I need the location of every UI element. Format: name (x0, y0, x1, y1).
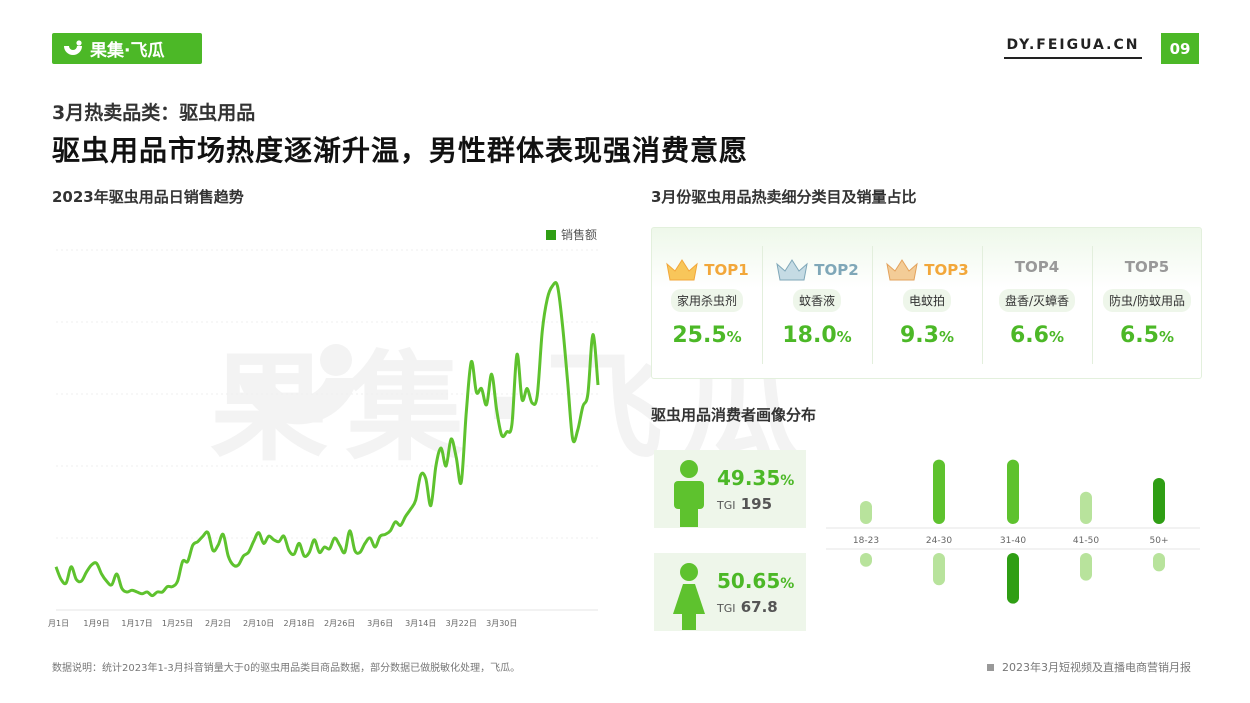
top-percent: 18.0% (782, 323, 852, 348)
footer-note: 数据说明：统计2023年1-3月抖音销量大于0的驱虫用品类目商品数据，部分数据已… (52, 663, 521, 674)
top-rank: TOP2 (762, 258, 872, 282)
watermark-logo-icon (218, 318, 378, 482)
footer-square-icon (987, 664, 994, 671)
female-tgi: TGI 67.8 (717, 598, 778, 616)
top-rank: TOP3 (872, 258, 982, 282)
x-tick-label: 1月9日 (83, 619, 109, 628)
top-percent: 9.3% (899, 323, 954, 348)
bar-male-31-40 (1007, 459, 1019, 524)
top-percent: 6.6% (1009, 323, 1064, 348)
x-tick-label: 2月26日 (324, 619, 355, 628)
legend-swatch (546, 229, 556, 240)
brand-logo[interactable]: 果集·飞瓜 (52, 33, 202, 64)
x-tick-label: 2月18日 (283, 619, 314, 628)
x-tick-label: 1月17日 (121, 619, 152, 628)
female-percent: 50.65% (717, 569, 795, 593)
x-tick-label: 1月1日 (48, 619, 69, 628)
page-number: 09 (1161, 33, 1199, 64)
x-tick-label: 3月14日 (405, 619, 436, 628)
top-item-5: TOP5 防虫/防蚊用品 6.5% (1092, 228, 1202, 378)
page-kicker: 3月热卖品类：驱虫用品 (52, 102, 256, 124)
brand-logo-text: 果集·飞瓜 (90, 41, 165, 61)
crown-icon (886, 259, 919, 281)
age-category-label: 41-50 (1073, 536, 1099, 546)
top-percent: 6.5% (1119, 323, 1174, 348)
trend-chart-title: 2023年驱虫用品日销售趋势 (52, 188, 244, 206)
top-categories-panel: TOP1 家用杀虫剂 25.5% TOP2 蚊香液 18.0% TOP3 电蚊拍 9.3% TOP… (651, 227, 1202, 379)
consumer-profile-title: 驱虫用品消费者画像分布 (651, 406, 817, 424)
top-rank: TOP4 (1014, 258, 1060, 276)
top-rank: TOP1 (652, 258, 762, 282)
female-icon (673, 563, 705, 630)
footer-report: 2023年3月短视频及直播电商营销月报 (987, 659, 1191, 675)
crown-icon (666, 259, 699, 281)
top-category: 家用杀虫剂 (670, 289, 744, 312)
top-category: 盘香/灭蟑香 (998, 289, 1076, 312)
x-tick-label: 2月10日 (243, 619, 274, 628)
site-url[interactable]: DY.FEIGUA.CN (1004, 37, 1142, 59)
trend-chart: 1月1日 1月9日 1月17日 1月25日 2月2日 2月10日 2月18日 2月26日 3月6… (48, 249, 600, 628)
male-card: 49.35% TGI 195 (654, 450, 806, 528)
top-item-4: TOP4 盘香/灭蟑香 6.6% (982, 228, 1092, 378)
age-distribution-chart: 18-23 24-30 31-40 41-50 50+ (826, 459, 1200, 604)
bar-female-31-40 (1007, 553, 1019, 604)
age-category-label: 31-40 (1000, 536, 1026, 546)
bar-female-41-50 (1080, 553, 1092, 581)
top-item-1: TOP1 家用杀虫剂 25.5% (652, 228, 762, 378)
x-tick-label: 3月6日 (367, 619, 393, 628)
x-tick-label: 3月30日 (486, 619, 517, 628)
legend-label: 销售额 (561, 228, 598, 242)
male-tgi: TGI 195 (717, 495, 773, 513)
divider (982, 246, 983, 364)
divider (762, 246, 763, 364)
crown-icon (776, 259, 809, 281)
brand-logo-icon (64, 39, 82, 55)
top-item-3: TOP3 电蚊拍 9.3% (872, 228, 982, 378)
page-title: 驱虫用品市场热度逐渐升温，男性群体表现强消费意愿 (52, 134, 749, 167)
bar-male-41-50 (1080, 491, 1092, 524)
top-item-2: TOP2 蚊香液 18.0% (762, 228, 872, 378)
divider (872, 246, 873, 364)
x-tick-label: 3月22日 (446, 619, 477, 628)
age-category-label: 50+ (1150, 536, 1169, 546)
male-icon (674, 460, 704, 527)
x-tick-label: 2月2日 (205, 619, 231, 628)
age-category-label: 24-30 (926, 536, 952, 546)
footer-report-text: 2023年3月短视频及直播电商营销月报 (1002, 661, 1191, 674)
top-category: 蚊香液 (792, 289, 842, 312)
divider (1092, 246, 1093, 364)
top-category: 防虫/防蚊用品 (1102, 289, 1192, 312)
series-line-sales (54, 281, 600, 598)
x-tick-label: 1月25日 (162, 619, 193, 628)
bar-male-18-23 (860, 501, 872, 524)
bar-female-18-23 (860, 553, 872, 567)
top-percent: 25.5% (672, 323, 742, 348)
top-categories-title: 3月份驱虫用品热卖细分类目及销量占比 (651, 188, 917, 206)
top-category: 电蚊拍 (902, 289, 952, 312)
male-percent: 49.35% (717, 466, 795, 490)
bar-female-24-30 (933, 553, 945, 586)
trend-legend: 销售额 (546, 226, 597, 243)
bar-male-24-30 (933, 459, 945, 524)
top-rank: TOP5 (1124, 258, 1170, 276)
female-card: 50.65% TGI 67.8 (654, 553, 806, 631)
age-category-label: 18-23 (853, 536, 879, 546)
bar-male-50+ (1153, 478, 1165, 524)
bar-female-50+ (1153, 553, 1165, 572)
